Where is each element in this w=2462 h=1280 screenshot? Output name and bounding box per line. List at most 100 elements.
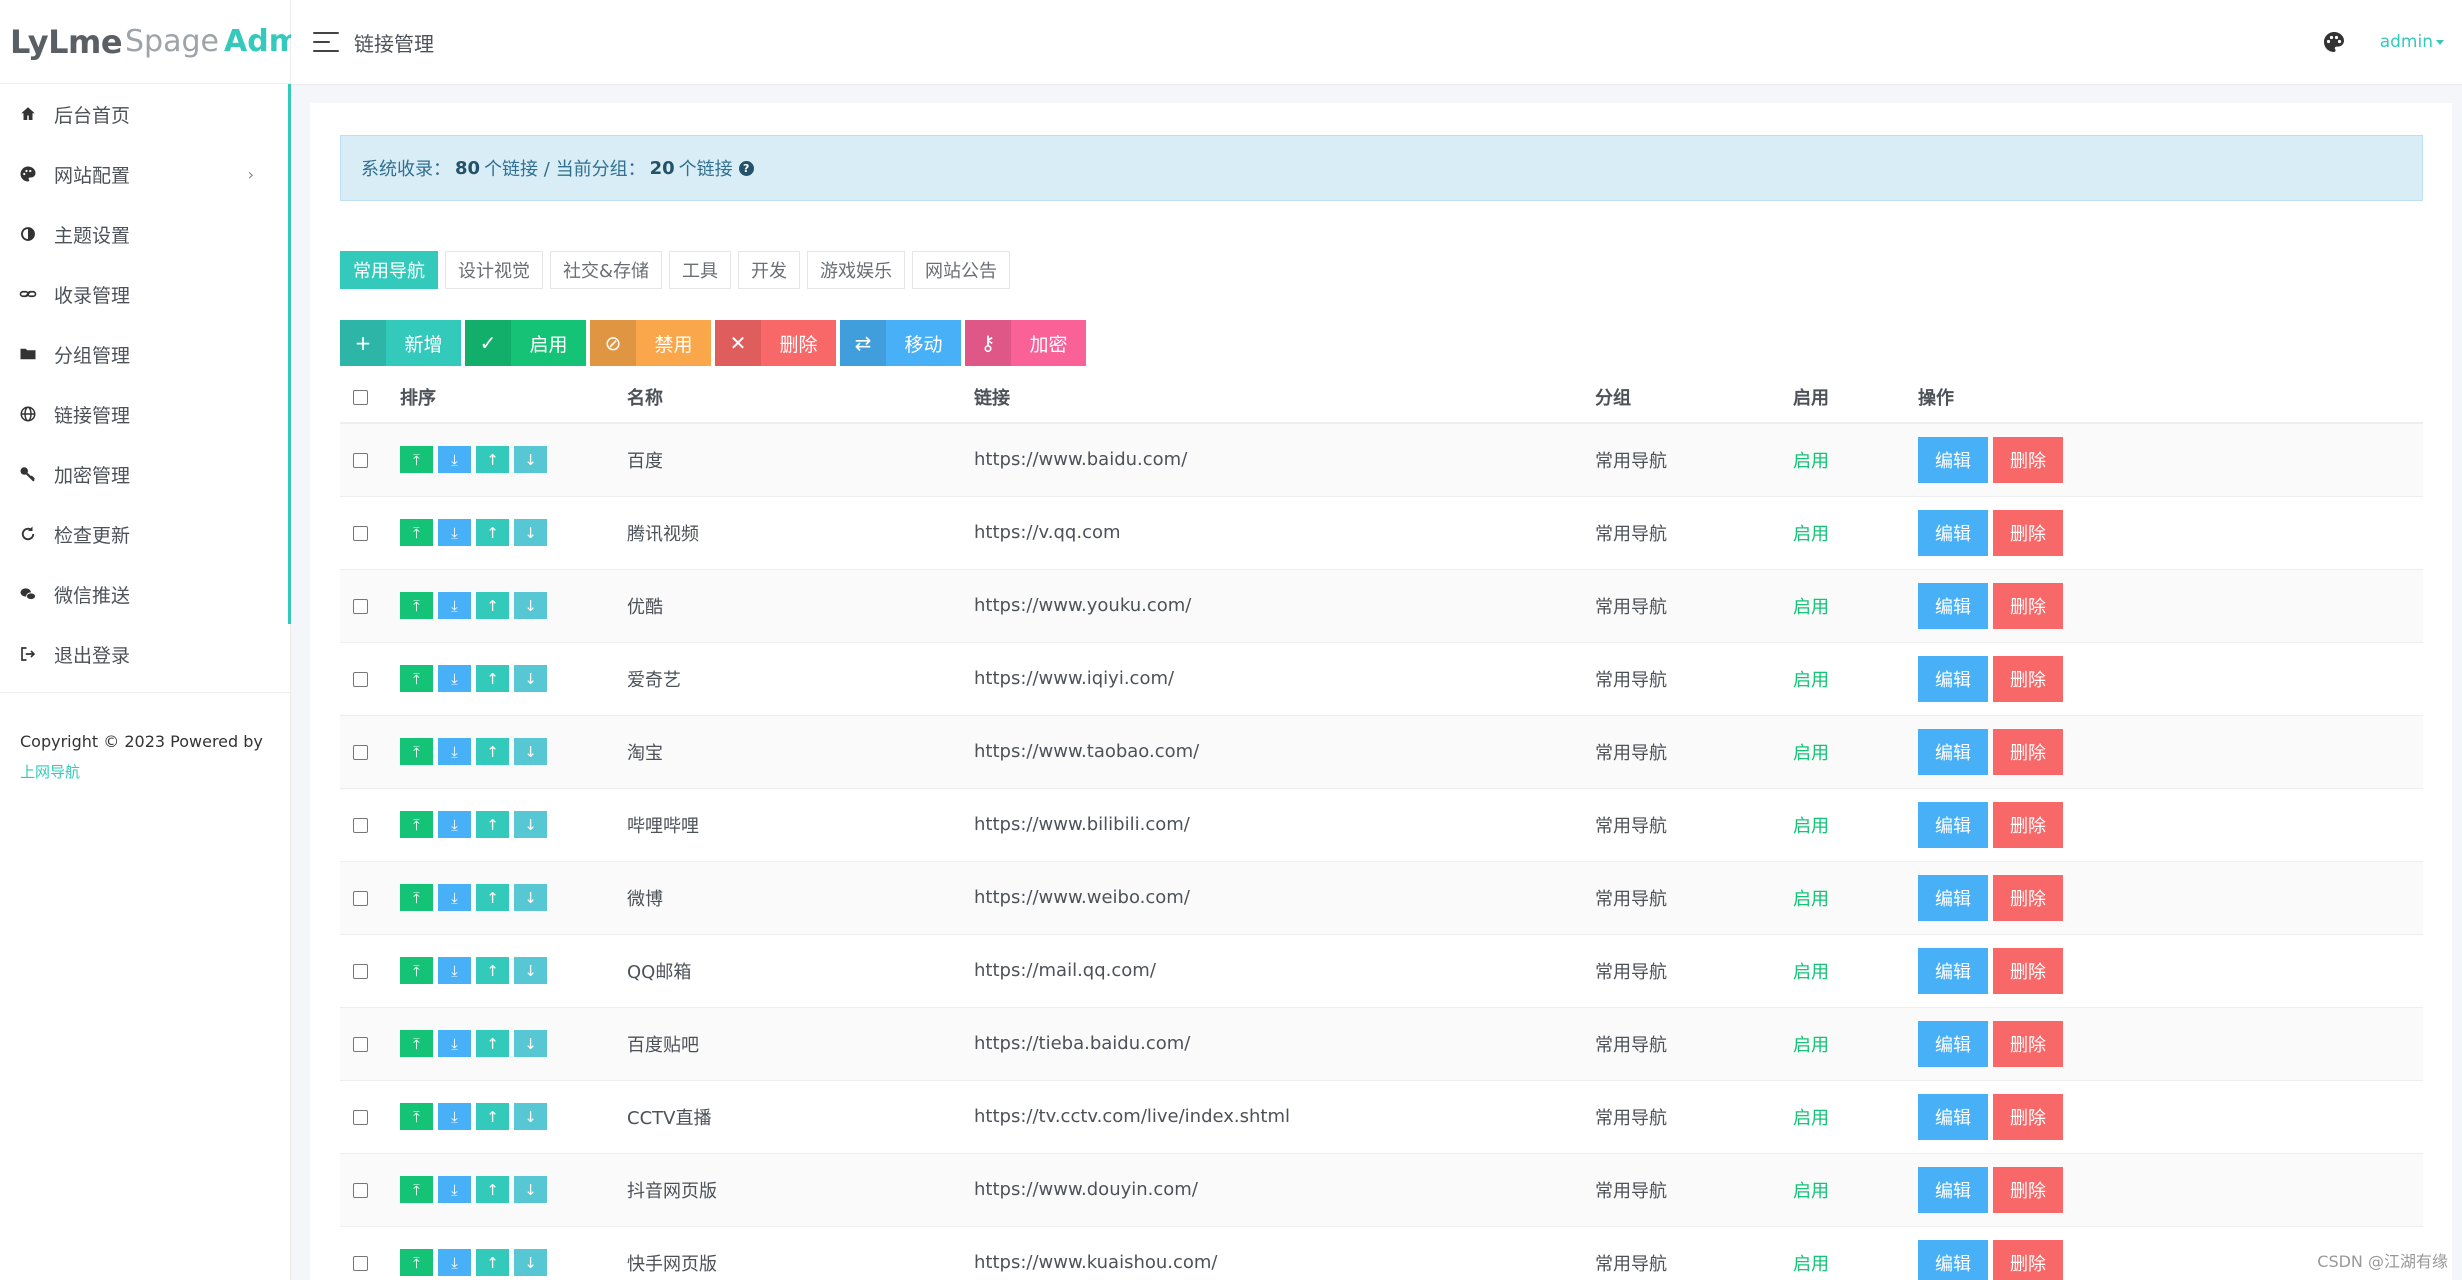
- sidebar-item-3[interactable]: 主题设置: [0, 204, 291, 264]
- move-down-icon[interactable]: ↓: [514, 1249, 547, 1276]
- move-down-icon[interactable]: ↓: [514, 519, 547, 546]
- row-delete-button[interactable]: 删除: [1993, 655, 2063, 702]
- row-delete-button[interactable]: 删除: [1993, 1093, 2063, 1140]
- edit-button[interactable]: 编辑: [1918, 874, 1988, 921]
- move-top-icon[interactable]: ⤒: [400, 1030, 433, 1057]
- move-up-icon[interactable]: ↑: [476, 446, 509, 474]
- sidebar-item-1[interactable]: 后台首页: [0, 84, 291, 144]
- sidebar-item-5[interactable]: 分组管理: [0, 324, 291, 384]
- move-top-icon[interactable]: ⤒: [400, 665, 433, 692]
- tab-group-1[interactable]: 常用导航: [340, 251, 438, 289]
- move-up-icon[interactable]: ↑: [476, 519, 509, 546]
- row-checkbox[interactable]: [353, 963, 368, 979]
- add-button[interactable]: + 新增: [340, 320, 461, 366]
- user-menu[interactable]: admin: [2380, 32, 2444, 52]
- theme-palette-icon[interactable]: [2322, 30, 2346, 54]
- tab-group-2[interactable]: 设计视觉: [445, 251, 543, 289]
- edit-button[interactable]: 编辑: [1918, 947, 1988, 994]
- edit-button[interactable]: 编辑: [1918, 1093, 1988, 1140]
- encrypt-button[interactable]: ⚷ 加密: [965, 320, 1086, 366]
- move-bottom-icon[interactable]: ⤓: [438, 519, 471, 546]
- move-top-icon[interactable]: ⤒: [400, 446, 433, 474]
- move-bottom-icon[interactable]: ⤓: [438, 665, 471, 692]
- move-top-icon[interactable]: ⤒: [400, 1176, 433, 1203]
- row-checkbox[interactable]: [353, 1182, 368, 1198]
- move-down-icon[interactable]: ↓: [514, 957, 547, 984]
- move-up-icon[interactable]: ↑: [476, 1249, 509, 1276]
- move-up-icon[interactable]: ↑: [476, 592, 509, 619]
- move-down-icon[interactable]: ↓: [514, 665, 547, 692]
- select-all-checkbox[interactable]: [353, 389, 368, 405]
- row-checkbox[interactable]: [353, 890, 368, 906]
- move-top-icon[interactable]: ⤒: [400, 957, 433, 984]
- move-up-icon[interactable]: ↑: [476, 738, 509, 765]
- move-up-icon[interactable]: ↑: [476, 1030, 509, 1057]
- edit-button[interactable]: 编辑: [1918, 1020, 1988, 1067]
- sidebar-item-2[interactable]: 网站配置 ›: [0, 144, 291, 204]
- disable-button[interactable]: ⊘ 禁用: [590, 320, 711, 366]
- move-up-icon[interactable]: ↑: [476, 1176, 509, 1203]
- enable-button[interactable]: ✓ 启用: [465, 320, 586, 366]
- move-top-icon[interactable]: ⤒: [400, 592, 433, 619]
- move-down-icon[interactable]: ↓: [514, 1030, 547, 1057]
- row-delete-button[interactable]: 删除: [1993, 1239, 2063, 1280]
- edit-button[interactable]: 编辑: [1918, 728, 1988, 775]
- tab-group-3[interactable]: 社交&存储: [550, 251, 663, 289]
- move-down-icon[interactable]: ↓: [514, 811, 547, 838]
- move-bottom-icon[interactable]: ⤓: [438, 884, 471, 911]
- edit-button[interactable]: 编辑: [1918, 655, 1988, 702]
- row-checkbox[interactable]: [353, 452, 368, 468]
- move-button[interactable]: ⇄ 移动: [840, 320, 961, 366]
- move-down-icon[interactable]: ↓: [514, 1103, 547, 1130]
- move-bottom-icon[interactable]: ⤓: [438, 1030, 471, 1057]
- sidebar-item-9[interactable]: 微信推送: [0, 564, 291, 624]
- move-down-icon[interactable]: ↓: [514, 1176, 547, 1203]
- edit-button[interactable]: 编辑: [1918, 801, 1988, 848]
- row-checkbox[interactable]: [353, 1036, 368, 1052]
- menu-toggle-icon[interactable]: [313, 32, 339, 52]
- help-icon[interactable]: ?: [738, 160, 754, 176]
- move-top-icon[interactable]: ⤒: [400, 1103, 433, 1130]
- tab-group-6[interactable]: 游戏娱乐: [807, 251, 906, 289]
- row-checkbox[interactable]: [353, 817, 368, 833]
- move-up-icon[interactable]: ↑: [476, 665, 509, 692]
- sidebar-item-8[interactable]: 检查更新: [0, 504, 291, 564]
- row-checkbox[interactable]: [353, 1255, 368, 1271]
- sidebar-item-7[interactable]: 加密管理: [0, 444, 291, 504]
- row-checkbox[interactable]: [353, 1109, 368, 1125]
- row-delete-button[interactable]: 删除: [1993, 1166, 2063, 1213]
- row-delete-button[interactable]: 删除: [1993, 582, 2063, 629]
- edit-button[interactable]: 编辑: [1918, 582, 1988, 629]
- tab-group-7[interactable]: 网站公告: [912, 251, 1011, 289]
- move-top-icon[interactable]: ⤒: [400, 519, 433, 546]
- row-checkbox[interactable]: [353, 671, 368, 687]
- copyright-link[interactable]: 上网导航: [20, 763, 81, 781]
- row-delete-button[interactable]: 删除: [1993, 947, 2063, 994]
- move-bottom-icon[interactable]: ⤓: [438, 446, 471, 474]
- move-down-icon[interactable]: ↓: [514, 592, 547, 619]
- move-top-icon[interactable]: ⤒: [400, 738, 433, 765]
- row-delete-button[interactable]: 删除: [1993, 509, 2063, 556]
- move-bottom-icon[interactable]: ⤓: [438, 1249, 471, 1276]
- move-down-icon[interactable]: ↓: [514, 446, 547, 474]
- brand-logo[interactable]: LyLme Spage Admin: [0, 0, 332, 84]
- move-top-icon[interactable]: ⤒: [400, 811, 433, 838]
- sidebar-item-10[interactable]: 退出登录: [0, 624, 290, 684]
- move-bottom-icon[interactable]: ⤓: [438, 592, 471, 619]
- move-down-icon[interactable]: ↓: [514, 884, 547, 911]
- sidebar-item-6[interactable]: 链接管理: [0, 384, 291, 444]
- move-top-icon[interactable]: ⤒: [400, 884, 433, 911]
- move-up-icon[interactable]: ↑: [476, 884, 509, 911]
- row-checkbox[interactable]: [353, 525, 368, 541]
- move-up-icon[interactable]: ↑: [476, 957, 509, 984]
- row-delete-button[interactable]: 删除: [1993, 436, 2063, 483]
- edit-button[interactable]: 编辑: [1918, 436, 1988, 483]
- move-bottom-icon[interactable]: ⤓: [438, 957, 471, 984]
- move-down-icon[interactable]: ↓: [514, 738, 547, 765]
- move-up-icon[interactable]: ↑: [476, 1103, 509, 1130]
- row-checkbox[interactable]: [353, 598, 368, 614]
- delete-button[interactable]: ✕ 删除: [715, 320, 836, 366]
- edit-button[interactable]: 编辑: [1918, 1239, 1988, 1280]
- row-delete-button[interactable]: 删除: [1993, 801, 2063, 848]
- row-delete-button[interactable]: 删除: [1993, 1020, 2063, 1067]
